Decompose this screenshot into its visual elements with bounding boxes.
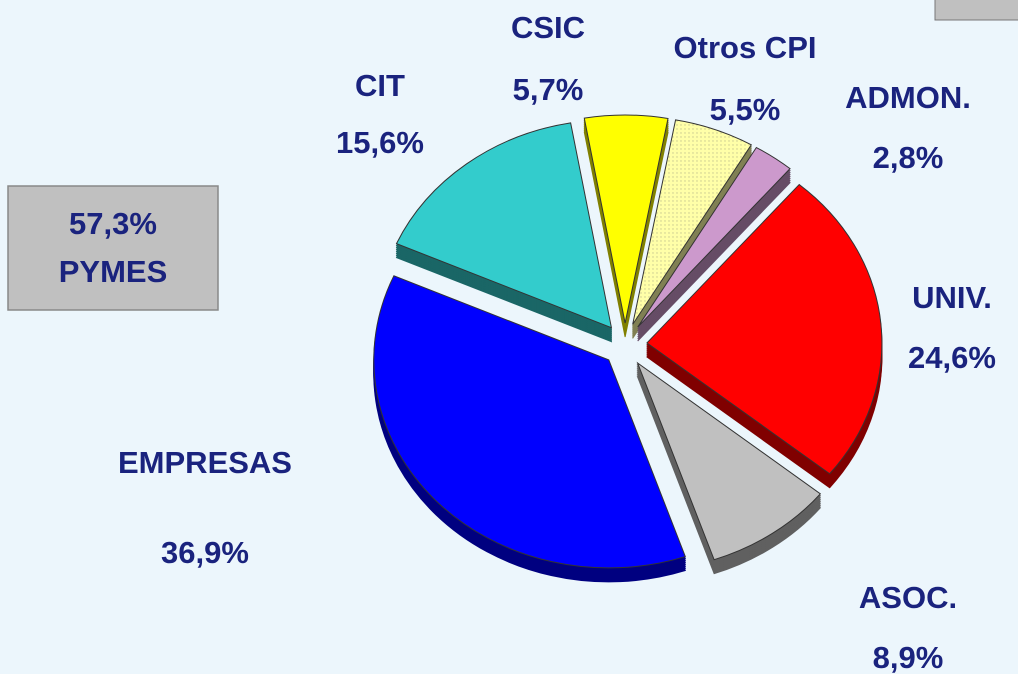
slice-label: UNIV.: [912, 280, 992, 315]
pie: [373, 114, 883, 583]
annotation-box: [7, 185, 219, 311]
slice-value-label: 15,6%: [336, 125, 424, 160]
slice: [373, 275, 686, 569]
slice: [637, 146, 791, 328]
slice-label: CSIC: [511, 10, 585, 45]
slice-value-label: 8,9%: [873, 640, 944, 674]
slice-label: CIT: [355, 68, 405, 103]
slice-value-label: 5,7%: [513, 72, 584, 107]
annotation-value: 57,3%: [69, 206, 157, 241]
slice-label: ASOC.: [859, 580, 957, 615]
slice: [636, 361, 822, 561]
slice-value-label: 24,6%: [908, 340, 996, 375]
annotation-text: PYMES: [59, 254, 168, 289]
corner-box: [934, 0, 1018, 21]
slice: [395, 122, 613, 329]
slice-label: ADMON.: [845, 80, 971, 115]
slice: [646, 183, 883, 475]
slice: [583, 114, 669, 324]
slice-label: EMPRESAS: [118, 445, 292, 480]
slice-value-label: 5,5%: [710, 92, 781, 127]
slice-value-label: 36,9%: [161, 535, 249, 570]
slice-label: Otros CPI: [674, 30, 817, 65]
slice-value-label: 2,8%: [873, 140, 944, 175]
slice: [632, 119, 753, 325]
